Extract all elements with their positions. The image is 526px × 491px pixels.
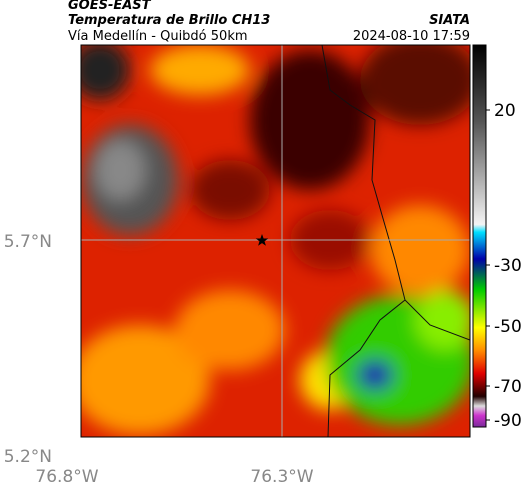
colorbar-tick-label: -70 bbox=[494, 377, 522, 397]
colorbar-tick-label: 20 bbox=[494, 101, 516, 121]
satellite-label: GOES-EAST bbox=[68, 0, 152, 13]
colorbar-tick-label: -90 bbox=[494, 411, 522, 431]
timestamp: 2024-08-10 17:59 bbox=[353, 29, 470, 44]
colorbar-tick-label: -50 bbox=[494, 317, 522, 337]
brightness-temperature-map bbox=[81, 45, 470, 437]
source-label: SIATA bbox=[429, 13, 470, 28]
colorbar-tick-label: -30 bbox=[494, 256, 522, 276]
colorbar-ticks: 20 -30 -50 -70 -90 bbox=[486, 101, 522, 431]
product-label: Temperatura de Brillo CH13 bbox=[68, 13, 270, 28]
lon-label: 76.3°W bbox=[250, 467, 313, 487]
route-label: Vía Medellín - Quibdó 50km bbox=[68, 29, 248, 44]
lat-label: 5.2°N bbox=[4, 447, 52, 467]
colorbar bbox=[472, 44, 487, 428]
lat-label: 5.7°N bbox=[4, 232, 52, 252]
lon-label: 76.8°W bbox=[35, 467, 98, 487]
